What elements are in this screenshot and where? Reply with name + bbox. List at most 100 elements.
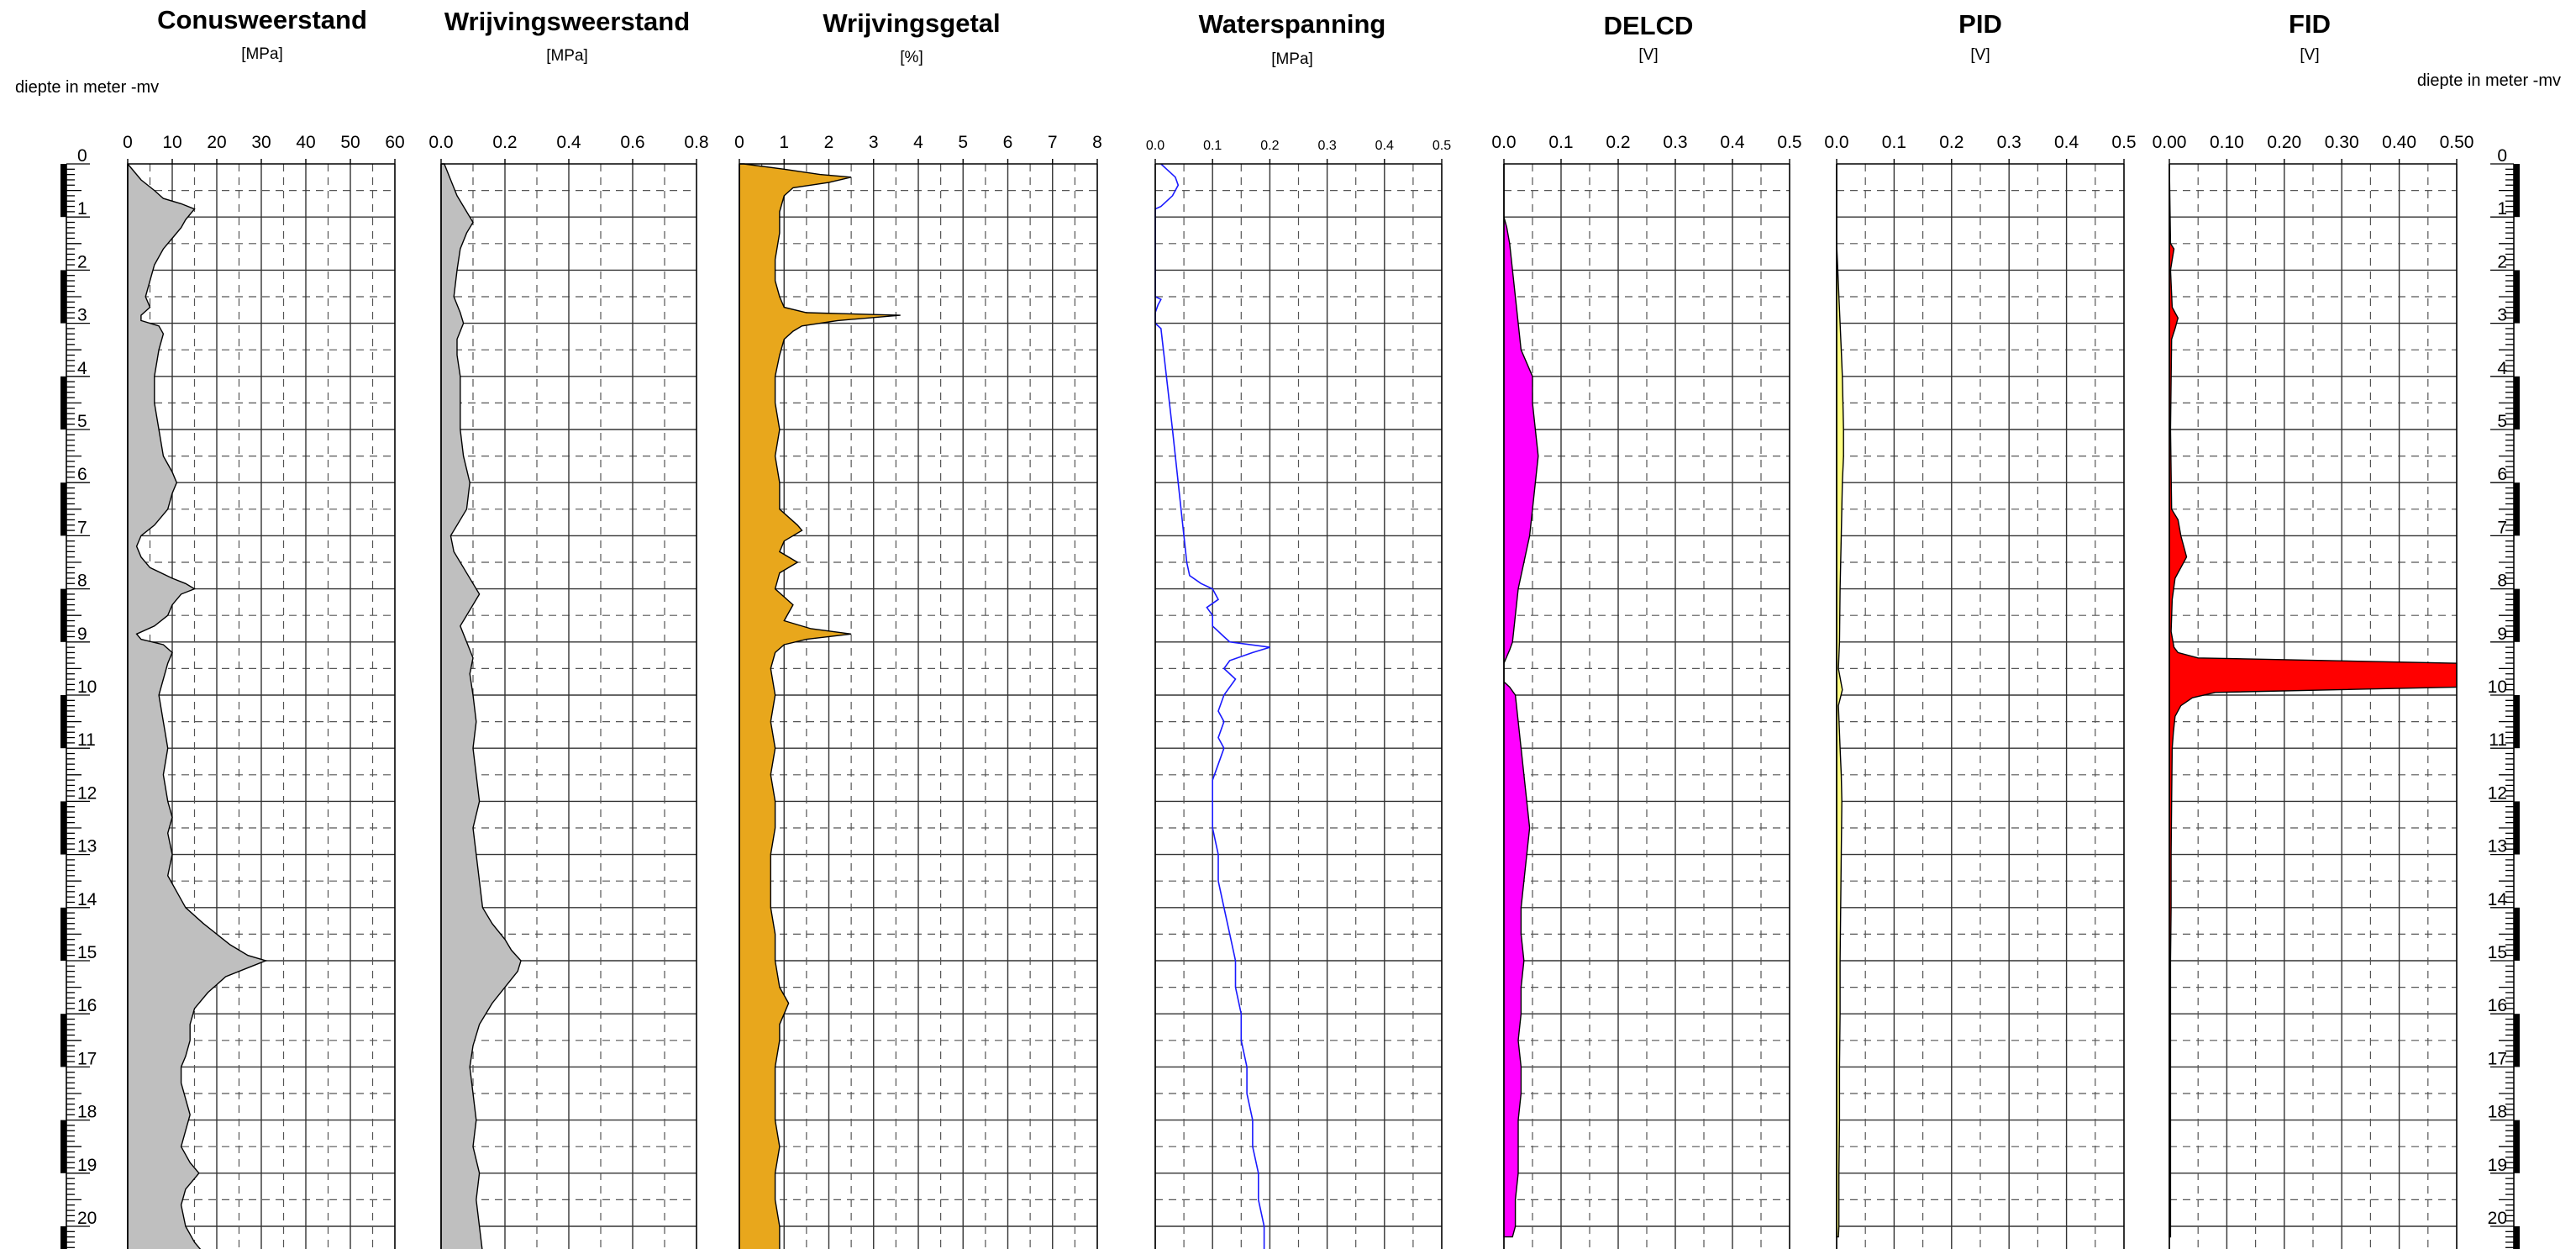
series-area: [2169, 163, 2458, 1238]
depth-tick-label: 15: [77, 943, 97, 962]
depth-tick-label: 14: [2488, 890, 2508, 909]
x-tick-label: 4: [913, 133, 923, 152]
depth-scale-segment: [60, 801, 66, 855]
depth-tick-label: 18: [77, 1103, 97, 1122]
depth-tick-label: 13: [2488, 837, 2507, 856]
depth-scale-segment: [2514, 270, 2520, 324]
depth-scale-segment: [2514, 588, 2520, 642]
depth-tick-label: 1: [2497, 199, 2507, 219]
x-tick-label: 6: [1003, 133, 1013, 152]
depth-tick-label: 8: [77, 572, 87, 591]
x-tick-label: 0.1: [1882, 133, 1906, 152]
panel-fid: FID [V] 0.00 0.10 0.20 0.30 0.40 0.50: [2153, 9, 2474, 1249]
panel-wrijvingsgetal: Wrijvingsgetal [%] 0 1 2 3 4 5 6 7 8: [734, 8, 1102, 1249]
series-area: [440, 163, 522, 1249]
x-tick-label: 20: [207, 133, 226, 152]
x-tick-label: 7: [1048, 133, 1058, 152]
x-tick-label: 5: [958, 133, 968, 152]
panel-title: Wrijvingsgetal: [823, 8, 1000, 38]
depth-tick-label: 2: [2497, 252, 2507, 271]
depth-tick-label: 9: [77, 624, 87, 644]
x-tick-label: 3: [869, 133, 879, 152]
x-tick-label: 0.3: [1997, 133, 2021, 152]
depth-tick-label: 12: [77, 783, 97, 803]
x-tick-label: 0.0: [1491, 133, 1516, 152]
x-tick-label: 0.1: [1548, 133, 1573, 152]
depth-scale-segment: [60, 1120, 66, 1173]
panels: Conusweerstand[MPa]0 10 20 30 40 50 60Wrijving…: [123, 5, 2473, 1249]
x-tick-label: 0.10: [2210, 133, 2244, 152]
x-tick-label: 0.4: [1375, 139, 1394, 153]
depth-tick-label: 6: [77, 465, 87, 484]
x-tick-label: 0.0: [428, 133, 453, 152]
series-line: [1154, 163, 1270, 1249]
x-tick-label: 0.2: [1939, 133, 1964, 152]
x-tick-label: 0.0: [1824, 133, 1848, 152]
depth-scale-segment: [2514, 1226, 2520, 1249]
x-tick-label: 0.5: [2111, 133, 2136, 152]
x-tick-label: 60: [385, 133, 404, 152]
depth-tick-label: 7: [77, 518, 87, 537]
panel-delcd: DELCD [V] 0.0 0.1 0.2 0.3 0.4 0.5: [1491, 11, 1802, 1249]
panel-unit: [MPa]: [546, 47, 588, 65]
x-tick-label: 0.20: [2267, 133, 2301, 152]
x-tick-label: 0.8: [684, 133, 708, 152]
x-tick-label: 0.3: [1317, 139, 1336, 153]
depth-tick-label: 7: [2497, 518, 2507, 537]
depth-scale-segment: [2514, 376, 2520, 430]
panel-title: Conusweerstand: [157, 5, 367, 34]
x-tick-label: 0.5: [1777, 133, 1801, 152]
depth-scale-segment: [2514, 907, 2520, 961]
depth-tick-label: 6: [2497, 465, 2507, 484]
panel-conusweerstand: Conusweerstand [MPa] 0 10 20 30 40 50 60: [123, 5, 405, 1249]
series-area: [739, 163, 901, 1249]
depth-tick-label: 20: [2488, 1209, 2507, 1228]
panel-pid: PID [V] 0.0 0.1 0.2 0.3 0.4 0.5: [1824, 9, 2137, 1249]
depth-tick-label: 19: [77, 1156, 97, 1175]
depth-scale-segment: [60, 1014, 66, 1067]
x-tick-label: 0: [123, 133, 133, 152]
x-tick-label: 0.2: [1260, 139, 1279, 153]
depth-tick-label: 11: [77, 730, 96, 750]
x-tick-label: 40: [296, 133, 315, 152]
panel-unit: [V]: [2300, 46, 2319, 64]
depth-scale-segment: [2514, 695, 2520, 749]
depth-tick-label: 9: [2497, 624, 2507, 644]
panel-unit: [V]: [1638, 46, 1658, 64]
x-tick-label: 2: [824, 133, 834, 152]
depth-tick-label: 3: [77, 306, 87, 325]
panel-grid: 0 1 2 3 4 5 6 7 8: [734, 133, 1102, 1249]
x-tick-label: 0.4: [1720, 133, 1745, 152]
depth-scale-segment: [2514, 1014, 2520, 1067]
x-tick-label: 8: [1092, 133, 1102, 152]
depth-tick-label: 1: [77, 199, 87, 219]
depth-scale-segment: [60, 907, 66, 961]
depth-scale-segment: [60, 1226, 66, 1249]
depth-scale-segment: [60, 270, 66, 324]
x-tick-label: 1: [779, 133, 789, 152]
panel-unit: [MPa]: [241, 45, 283, 63]
depth-scale-segment: [60, 588, 66, 642]
x-tick-label: 0.3: [1663, 133, 1687, 152]
depth-tick-label: 15: [2488, 943, 2507, 962]
depth-tick-label: 0: [2497, 146, 2507, 166]
depth-scale-segment: [60, 695, 66, 749]
x-tick-label: 0.50: [2440, 133, 2474, 152]
depth-scale-segment: [60, 482, 66, 536]
depth-scale-segment: [2514, 1120, 2520, 1173]
panel-title: Wrijvingsweerstand: [444, 7, 690, 36]
panel-grid: 0.0 0.1 0.2 0.3 0.4 0.5: [1491, 133, 1802, 1249]
depth-tick-label: 16: [77, 996, 97, 1015]
panel-title: Waterspanning: [1199, 9, 1386, 39]
depth-tick-label: 0: [77, 146, 87, 166]
x-tick-label: 0.6: [620, 133, 644, 152]
x-tick-label: 0.2: [1606, 133, 1630, 152]
x-tick-label: 0.4: [2054, 133, 2079, 152]
depth-scale-segment: [60, 376, 66, 430]
depth-tick-label: 11: [2489, 730, 2507, 750]
x-tick-label: 0.40: [2382, 133, 2416, 152]
x-tick-label: 10: [162, 133, 181, 152]
x-tick-label: 0.4: [556, 133, 581, 152]
x-tick-label: 0.5: [1433, 139, 1451, 153]
